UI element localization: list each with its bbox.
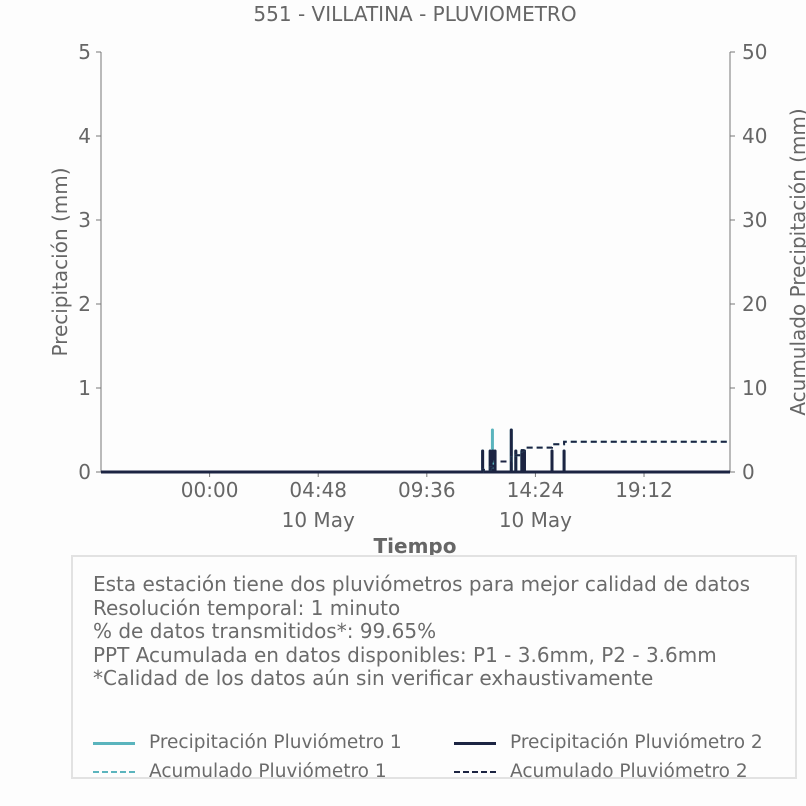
- precip-series-p2: [101, 428, 730, 474]
- x-tick-label: 00:00: [181, 478, 239, 502]
- info-text: Esta estación tiene dos pluviómetros par…: [93, 572, 751, 691]
- info-line-quality-note: *Calidad de los datos aún sin verificar …: [93, 666, 654, 690]
- y2-tick-label: 20: [742, 292, 767, 316]
- chart-title: 551 - VILLATINA - PLUVIOMETRO: [253, 2, 576, 26]
- y2-tick-label: 10: [742, 376, 767, 400]
- y2-tick-label: 30: [742, 208, 767, 232]
- legend-item-accum-p2[interactable]: Acumulado Pluviómetro 2: [454, 761, 748, 782]
- y-tick-label: 2: [78, 292, 91, 316]
- accumulated-line-p1: [101, 440, 730, 473]
- y-tick-label: 4: [78, 124, 91, 148]
- legend-label: Precipitación Pluviómetro 1: [149, 732, 402, 753]
- y-tick-label: 1: [78, 376, 91, 400]
- info-line-transmitted: % de datos transmitidos*: 99.65%: [93, 619, 437, 643]
- legend-item-precip-p2[interactable]: Precipitación Pluviómetro 2: [454, 732, 763, 753]
- legend: Precipitación Pluviómetro 1 Precipitació…: [73, 557, 795, 782]
- y-tick-label: 5: [78, 40, 91, 64]
- y-tick-label: 0: [78, 460, 91, 484]
- x-tick-label: 19:12: [615, 478, 673, 502]
- info-line-resolution: Resolución temporal: 1 minuto: [93, 595, 401, 620]
- precip-series-p1: [101, 428, 730, 474]
- x-tick-sublabel: 10 May: [499, 508, 572, 532]
- x-tick-sublabel: 10 May: [282, 508, 355, 532]
- info-line-stations: Esta estación tiene dos pluviómetros par…: [93, 572, 751, 596]
- accumulated-line-p2: [101, 440, 730, 473]
- y2-tick-label: 0: [742, 460, 755, 484]
- legend-item-accum-p1[interactable]: Acumulado Pluviómetro 1: [93, 761, 387, 782]
- legend-swatch-precip-p1: [93, 736, 135, 750]
- legend-swatch-accum-p2: [454, 765, 496, 779]
- y2-axis-label: Acumulado Precipitación (mm): [786, 108, 806, 415]
- chart-marks: [101, 428, 730, 474]
- legend-label: Acumulado Pluviómetro 2: [510, 761, 748, 782]
- x-tick-label: 14:24: [507, 478, 565, 502]
- legend-swatch-precip-p2: [454, 736, 496, 750]
- legend-item-precip-p1[interactable]: Precipitación Pluviómetro 1: [93, 732, 402, 753]
- info-box: Esta estación tiene dos pluviómetros par…: [71, 555, 797, 782]
- y2-tick-label: 40: [742, 124, 767, 148]
- legend-label: Precipitación Pluviómetro 2: [510, 732, 763, 753]
- legend-swatch-accum-p1: [93, 765, 135, 779]
- y2-tick-label: 50: [742, 40, 767, 64]
- y-axis-label: Precipitación (mm): [48, 167, 72, 356]
- x-axis-label: Tiempo: [374, 534, 457, 558]
- x-tick-label: 04:48: [289, 478, 347, 502]
- info-line-accumulated: PPT Acumulada en datos disponibles: P1 -…: [93, 642, 717, 667]
- x-tick-label: 09:36: [398, 478, 456, 502]
- y-tick-label: 3: [78, 208, 91, 232]
- legend-label: Acumulado Pluviómetro 1: [149, 761, 387, 782]
